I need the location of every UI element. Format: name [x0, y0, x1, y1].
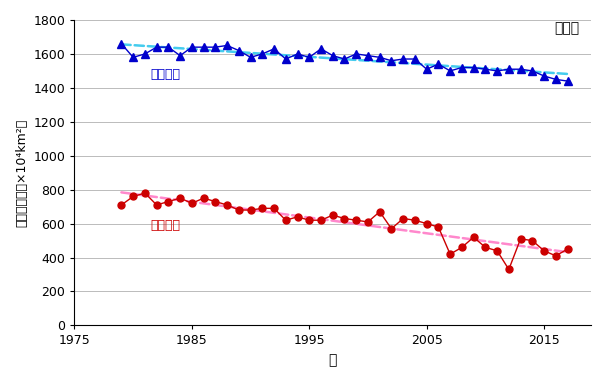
Y-axis label: 海氷域面積（×10⁴km²）: 海氷域面積（×10⁴km²）	[15, 118, 28, 227]
Text: 年最大値: 年最大値	[151, 68, 181, 81]
X-axis label: 年: 年	[328, 353, 337, 367]
Text: 年最小値: 年最小値	[151, 219, 181, 232]
Text: 北極域: 北極域	[554, 22, 579, 36]
